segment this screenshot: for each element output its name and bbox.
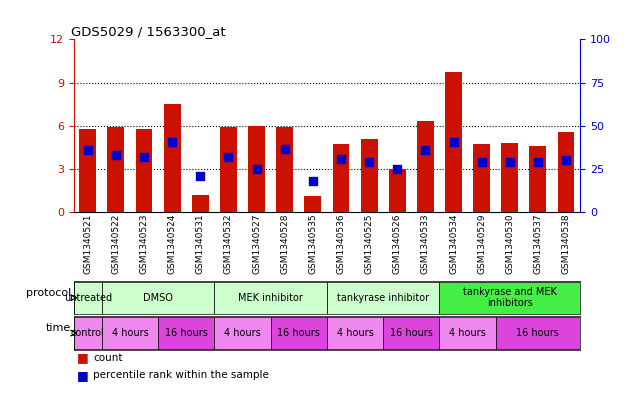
Text: MEK inhibitor: MEK inhibitor [238, 293, 303, 303]
Text: time: time [46, 323, 71, 333]
Bar [529, 146, 546, 212]
Point [167, 138, 178, 145]
Bar [192, 195, 209, 212]
Bar [276, 127, 293, 212]
Point [364, 159, 374, 165]
Bar [102, 282, 214, 314]
Bar [495, 317, 580, 349]
Text: untreated: untreated [63, 293, 112, 303]
Text: count: count [93, 353, 122, 363]
Point [308, 177, 318, 184]
Bar [417, 121, 434, 212]
Bar [74, 282, 102, 314]
Bar [108, 127, 124, 212]
Point [533, 159, 543, 165]
Bar [558, 132, 574, 212]
Point [111, 151, 121, 158]
Text: DMSO: DMSO [143, 293, 173, 303]
Point [279, 146, 290, 152]
Text: 16 hours: 16 hours [390, 328, 433, 338]
Text: tankyrase inhibitor: tankyrase inhibitor [337, 293, 429, 303]
Bar [74, 317, 102, 349]
Text: 4 hours: 4 hours [337, 328, 374, 338]
Point [195, 173, 205, 179]
Point [561, 157, 571, 163]
Text: control: control [71, 328, 104, 338]
Text: 16 hours: 16 hours [517, 328, 560, 338]
Text: 16 hours: 16 hours [165, 328, 208, 338]
Point [420, 147, 431, 153]
Bar [304, 196, 321, 212]
Bar [333, 145, 349, 212]
Text: 4 hours: 4 hours [224, 328, 261, 338]
Text: GDS5029 / 1563300_at: GDS5029 / 1563300_at [71, 25, 226, 38]
Bar [501, 143, 518, 212]
Bar [248, 126, 265, 212]
Point [504, 159, 515, 165]
Bar [473, 145, 490, 212]
Text: 4 hours: 4 hours [449, 328, 486, 338]
Point [251, 166, 262, 172]
Bar [79, 129, 96, 212]
Point [139, 154, 149, 161]
Text: protocol: protocol [26, 288, 71, 298]
Bar [389, 169, 406, 212]
Text: ■: ■ [77, 351, 88, 364]
Text: tankyrase and MEK
inhibitors: tankyrase and MEK inhibitors [463, 287, 557, 309]
Point [392, 166, 403, 172]
Bar [220, 127, 237, 212]
Bar [102, 317, 158, 349]
Point [223, 154, 233, 161]
Bar [440, 317, 495, 349]
Bar [327, 282, 440, 314]
Bar [327, 317, 383, 349]
Bar [361, 139, 378, 212]
Bar [383, 317, 440, 349]
Bar [271, 317, 327, 349]
Bar [214, 282, 327, 314]
Bar [158, 317, 214, 349]
Text: 16 hours: 16 hours [278, 328, 320, 338]
Point [336, 156, 346, 162]
Bar [163, 104, 181, 212]
Point [476, 159, 487, 165]
Point [83, 147, 93, 153]
Text: ■: ■ [77, 369, 88, 382]
Bar [136, 129, 153, 212]
Bar [214, 317, 271, 349]
Text: percentile rank within the sample: percentile rank within the sample [93, 370, 269, 380]
Point [449, 138, 459, 145]
Bar [445, 72, 462, 212]
Text: 4 hours: 4 hours [112, 328, 148, 338]
Bar [440, 282, 580, 314]
